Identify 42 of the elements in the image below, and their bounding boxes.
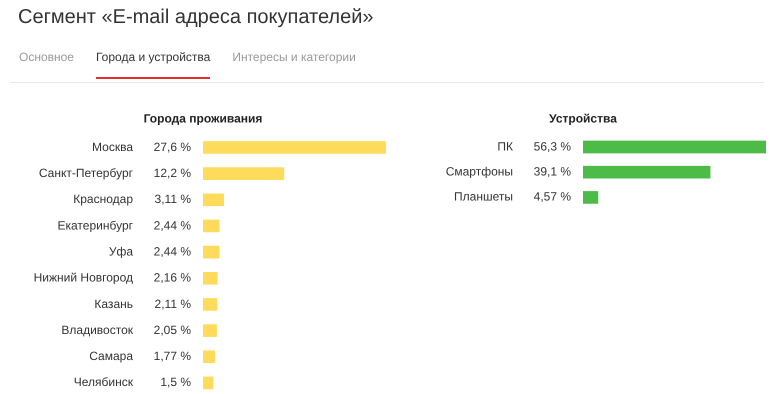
chart-title: Города проживания [144,112,262,126]
data-label: 39,1 % [534,164,572,179]
data-label: 4,57 % [534,190,572,204]
data-label: 2,11 % [154,296,192,311]
bar [203,193,224,206]
text: Интересы и категории [232,50,356,64]
data-label: 2,44 % [154,244,192,258]
text: Основное [19,50,74,64]
bar [203,246,220,258]
y-tick-label: Планшеты [454,190,513,204]
data-label: 2,44 % [154,218,192,232]
y-tick-label: Челябинск [74,375,134,390]
bar [203,350,216,364]
chart-title: Устройства [549,112,618,126]
y-tick-label: Екатеринбург [58,218,134,232]
data-label: 3,11 % [154,192,192,206]
bar [203,141,386,154]
data-label: 1,77 % [154,349,192,364]
bar [203,167,284,180]
y-tick-label: Нижний Новгород [34,270,133,285]
y-tick-label: Казань [94,296,133,311]
y-tick-label: Уфа [108,244,134,258]
data-label: 2,05 % [154,322,192,337]
bar [203,324,217,337]
text: Сегмент «E-mail адреса покупателей» [18,6,374,29]
y-tick-label: ПК [497,139,513,154]
bar [203,298,218,311]
data-label: 27,6 % [154,140,192,154]
y-tick-label: Владивосток [61,322,134,337]
data-label: 56,3 % [534,139,572,154]
data-label: 2,16 % [154,270,192,285]
y-tick-label: Санкт-Петербург [38,166,134,180]
y-tick-label: Самара [89,349,134,364]
data-label: 1,5 % [160,375,192,390]
bar [203,272,218,285]
y-tick-label: Смартфоны [446,164,513,179]
bar [203,376,214,390]
y-tick-label: Краснодар [73,192,134,206]
y-tick-label: Москва [92,140,134,154]
data-label: 12,2 % [154,166,192,180]
bar [203,220,220,232]
text: Города и устройства [96,50,210,64]
